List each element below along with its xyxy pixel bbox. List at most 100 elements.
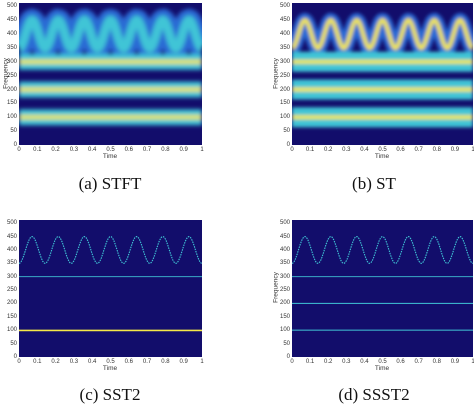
xtick: 0.8 [161,359,170,365]
tone-300 [19,276,202,278]
xtick: 0.2 [51,359,60,365]
xtick: 0 [290,147,294,153]
ytick: 100 [279,327,290,334]
st-plot [292,3,473,145]
xtick: 0.2 [51,147,60,153]
ytick: 500 [279,3,290,10]
tone-200 [19,303,202,304]
ytick: 300 [6,273,17,280]
xtick: 0.3 [69,147,79,153]
tone-200 [292,87,473,92]
ytick: 300 [279,273,290,280]
ytick: 0 [13,354,17,360]
xtick: 0.7 [414,359,423,365]
xtick: 0.8 [432,147,441,153]
xtick: 0.5 [106,147,115,153]
ytick: 0 [13,142,17,148]
ytick: 400 [279,246,290,253]
xtick: 0.7 [142,359,152,365]
ytick: 100 [6,327,17,334]
ytick: 450 [6,233,17,240]
ytick: 100 [6,114,17,121]
xtick: 0.9 [450,359,460,365]
ytick: 450 [279,233,290,240]
ytick: 150 [6,100,17,107]
ytick: 150 [279,313,290,320]
tone-300 [292,276,473,278]
ytick: 500 [6,220,17,227]
ytick: 350 [6,44,17,51]
panel-ssst2: Frequency Time (d) SSST2 0 50 100 150 200 250… [270,210,474,411]
xtick: 0 [17,147,21,153]
sst2-xlabel: Time [102,365,118,372]
tone-300 [19,59,202,64]
xtick: 0.9 [179,147,188,153]
stft-plot [19,3,202,145]
tone-100 [292,329,473,331]
panel-sst2: Time (c) SST2 0 50 100 150 200 250 300 350 400 45… [0,210,237,411]
xtick: 0.5 [378,359,387,365]
sst2-plot [19,220,202,357]
st-caption: (b) ST [352,174,396,193]
xtick: 0.6 [124,147,133,153]
ssst2-caption: (d) SSST2 [338,385,410,404]
tone-100 [19,329,202,332]
ytick: 400 [6,31,17,38]
ytick: 150 [279,100,290,107]
xtick: 0.3 [69,359,79,365]
xtick: 0.9 [450,147,460,153]
xtick: 1 [200,147,204,153]
xtick: 0.3 [342,359,351,365]
fm-component-core [19,15,202,53]
sst2-caption: (c) SST2 [79,385,141,404]
xtick: 0.6 [396,147,405,153]
panel-stft: Frequency Time (a) STFT 0 50 100 150 200 250 3… [0,0,237,205]
xtick: 0.1 [33,359,42,365]
xtick: 0.4 [360,147,369,153]
ytick: 200 [6,300,17,307]
ytick: 50 [10,340,17,347]
ytick: 50 [283,340,290,347]
xtick: 1 [200,359,204,365]
xtick: 0.8 [432,359,441,365]
xtick: 0.5 [378,147,387,153]
tone-200 [19,87,202,92]
ytick: 250 [6,72,17,79]
tone-200 [292,302,473,304]
xtick: 0.6 [396,359,405,365]
xtick: 0 [17,359,21,365]
fm-component [292,236,473,264]
ytick: 500 [279,220,290,227]
ytick: 0 [286,354,290,360]
tone-100 [292,115,473,120]
ytick: 200 [6,86,17,93]
xtick: 0.1 [305,147,315,153]
xtick: 0.2 [324,359,333,365]
ytick: 250 [6,287,17,294]
ssst2-plot [292,220,473,357]
ssst2-xlabel: Time [374,365,390,372]
xtick: 0.6 [124,359,133,365]
tone-100 [19,115,202,120]
xtick: 0.4 [360,359,369,365]
ytick: 400 [6,246,17,253]
xtick: 0.4 [88,147,97,153]
ytick: 350 [6,260,17,267]
ytick: 50 [10,128,17,135]
d-tf-map [292,236,473,331]
ytick: 150 [6,313,17,320]
xtick: 1 [471,359,474,365]
xtick: 0.3 [342,147,351,153]
ytick: 300 [279,58,290,65]
fm-component-core [292,18,473,50]
ytick: 350 [279,44,290,51]
ytick: 0 [286,142,290,148]
ytick: 500 [6,3,17,10]
xtick: 0.7 [142,147,152,153]
ytick: 350 [279,260,290,267]
ytick: 200 [279,300,290,307]
tone-300 [292,59,473,64]
xtick: 1 [471,147,474,153]
fm-component [19,236,202,264]
ytick: 100 [279,114,290,121]
